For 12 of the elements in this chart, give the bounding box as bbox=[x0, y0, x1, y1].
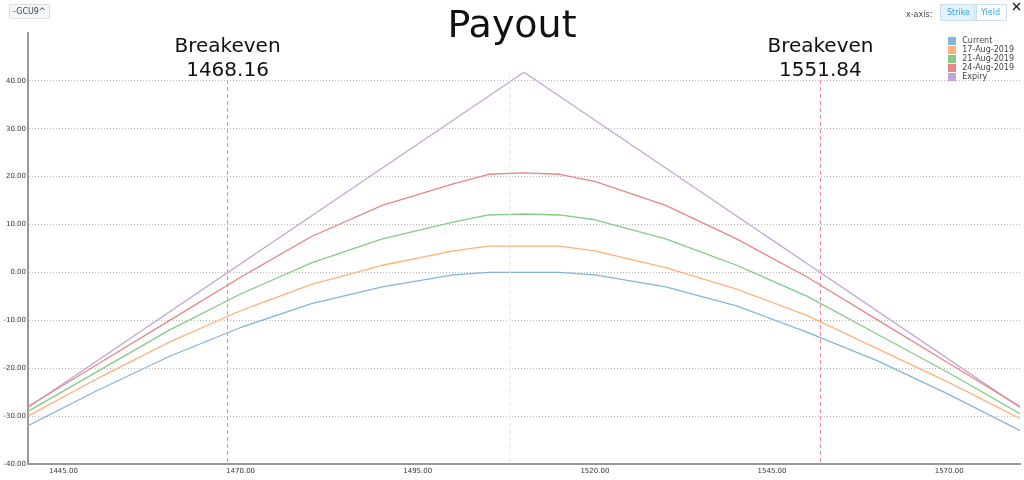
ref-line-label: Breakeven 1468.16 bbox=[174, 33, 281, 81]
chart-title: Payout bbox=[447, 2, 577, 46]
legend-label: 21-Aug-2019 bbox=[962, 54, 1014, 63]
legend-label: Expiry bbox=[962, 72, 988, 81]
legend-label: 17-Aug-2019 bbox=[962, 45, 1014, 54]
text: Yield bbox=[974, 4, 1008, 21]
text: x-axis: bbox=[906, 10, 933, 19]
text: -GCU9^ bbox=[9, 4, 50, 19]
legend-label: Current bbox=[962, 36, 993, 45]
legend-label: 24-Aug-2019 bbox=[962, 63, 1014, 72]
text: Strike bbox=[940, 4, 977, 21]
ref-line-label: Breakeven 1551.84 bbox=[767, 33, 874, 81]
